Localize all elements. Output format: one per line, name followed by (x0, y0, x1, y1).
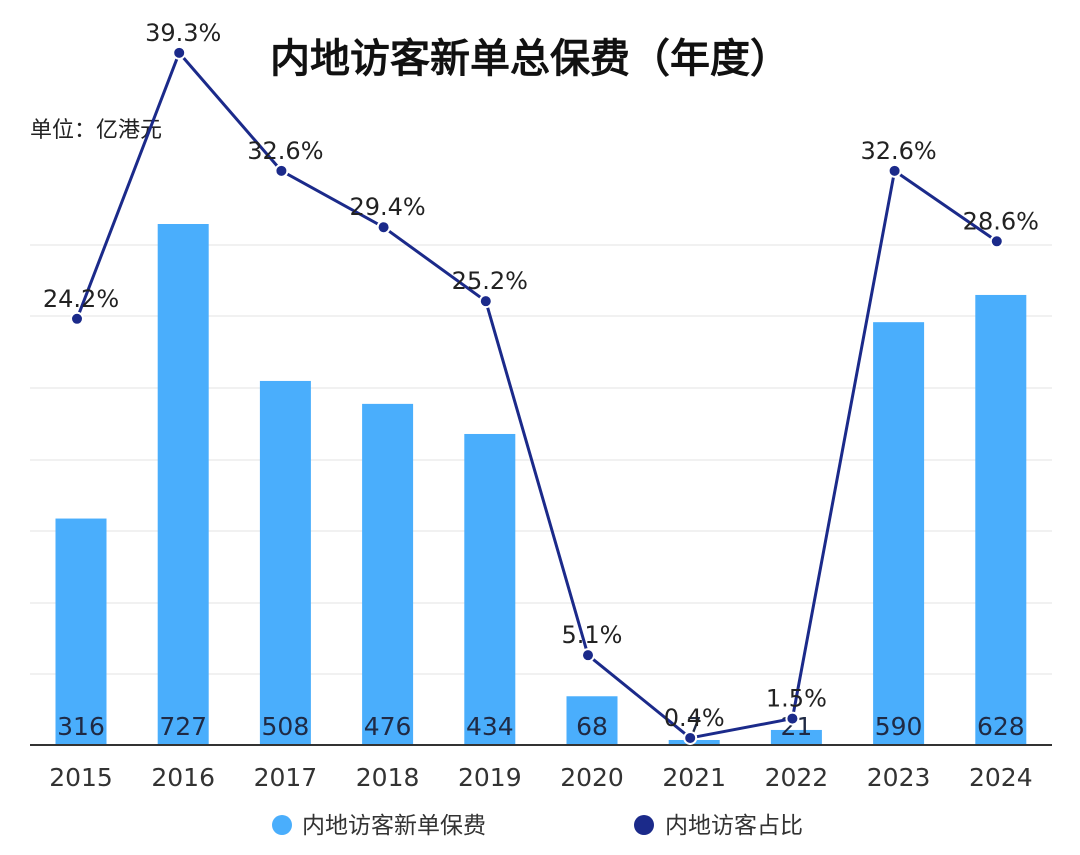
x-tick-label-2018: 2018 (356, 763, 420, 792)
legend: 内地访客新单保费 内地访客占比 (272, 813, 803, 839)
line-value-label-2016: 39.3% (145, 19, 221, 47)
x-tick-label-2017: 2017 (254, 763, 318, 792)
bar-value-label-2018: 476 (364, 712, 412, 741)
line-value-labels: 24.2% 39.3% 32.6% 29.4% 25.2% 5.1% 0.4% 1.5% 32.… (43, 19, 1039, 732)
line-point-2021[interactable] (683, 730, 698, 745)
legend-item-bar[interactable]: 内地访客新单保费 (272, 813, 486, 839)
bar-value-label-2019: 434 (466, 712, 514, 741)
line-series (70, 45, 1004, 745)
line-point-2020[interactable] (581, 648, 595, 663)
x-tick-label-2020: 2020 (560, 763, 624, 792)
bar-value-label-2023: 590 (875, 712, 923, 741)
x-tick-label-2022: 2022 (765, 763, 829, 792)
x-tick-labels: 2015 2016 2017 2018 2019 2020 2021 2022 2023 2024 (49, 763, 1032, 792)
line-value-label-2019: 25.2% (452, 267, 528, 295)
x-tick-label-2019: 2019 (458, 763, 522, 792)
x-tick-label-2021: 2021 (662, 763, 726, 792)
line-point-2015[interactable] (70, 311, 84, 326)
legend-line-marker (634, 815, 654, 835)
bar-value-label-2017: 508 (262, 712, 310, 741)
bar-2022[interactable] (770, 729, 822, 745)
bar-2016[interactable] (157, 224, 209, 745)
bar-2019[interactable] (464, 433, 516, 745)
bar-2023[interactable] (873, 322, 925, 745)
bar-2015[interactable] (55, 518, 107, 745)
line-point-2023[interactable] (887, 163, 902, 178)
unit-label: 单位：亿港元 (30, 118, 162, 143)
line-value-label-2017: 32.6% (247, 137, 323, 165)
bar-2020[interactable] (566, 696, 618, 745)
legend-line-label: 内地访客占比 (665, 813, 803, 839)
line-value-label-2023: 32.6% (860, 137, 936, 165)
legend-bar-label: 内地访客新单保费 (302, 813, 486, 839)
line-value-label-2024: 28.6% (963, 207, 1039, 235)
line-point-2016[interactable] (172, 45, 187, 60)
x-tick-label-2023: 2023 (867, 763, 931, 792)
bar-value-label-2016: 727 (159, 712, 207, 741)
bar-2018[interactable] (362, 403, 414, 745)
x-tick-label-2015: 2015 (49, 763, 113, 792)
bar-value-label-2024: 628 (977, 712, 1025, 741)
x-tick-label-2016: 2016 (151, 763, 215, 792)
line-point-2017[interactable] (274, 163, 289, 178)
bar-value-labels: 316 727 508 476 434 68 7 21 590 628 (57, 712, 1025, 741)
line-path (75, 51, 998, 740)
line-value-label-2022: 1.5% (766, 685, 827, 713)
legend-item-line[interactable]: 内地访客占比 (634, 813, 803, 839)
x-tick-label-2024: 2024 (969, 763, 1033, 792)
line-value-label-2020: 5.1% (562, 621, 623, 649)
line-value-label-2021: 0.4% (664, 704, 725, 732)
bar-value-label-2020: 68 (576, 712, 608, 741)
line-point-2019[interactable] (478, 294, 493, 309)
bar-value-label-2015: 316 (57, 712, 105, 741)
legend-bar-marker (272, 815, 292, 835)
bar-2024[interactable] (975, 294, 1027, 745)
line-point-2018[interactable] (376, 220, 391, 235)
line-point-2022[interactable] (785, 711, 800, 726)
line-value-label-2018: 29.4% (349, 193, 425, 221)
line-value-label-2015: 24.2% (43, 285, 119, 313)
chart-title: 内地访客新单总保费（年度） (270, 36, 790, 82)
bar-2017[interactable] (259, 380, 311, 745)
bar-series (55, 224, 1027, 745)
line-point-2024[interactable] (989, 234, 1004, 249)
